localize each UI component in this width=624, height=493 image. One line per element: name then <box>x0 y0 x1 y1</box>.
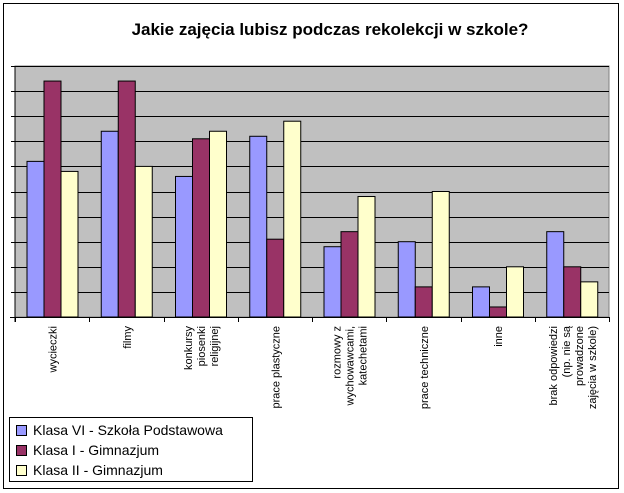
x-tick-label-line: konkursy <box>183 326 195 371</box>
bar-series-2-8 <box>563 266 582 318</box>
x-tick-label-line: piosenki <box>196 326 208 366</box>
legend-label-series-2: Klasa I - Gimnazjum <box>33 442 160 458</box>
x-tick-label-line: prace techniczne <box>419 326 431 409</box>
legend-swatch-series-3 <box>16 464 27 476</box>
bar-series-3-5 <box>357 196 376 318</box>
x-tick-label-line: katechetami <box>358 326 370 385</box>
bar-series-1-3 <box>175 175 193 318</box>
legend-item-series-3: Klasa II - Gimnazjum <box>16 460 163 480</box>
chart-title: Jakie zajęcia lubisz podczas rekolekcji … <box>131 20 529 39</box>
bar-series-1-7 <box>472 286 490 318</box>
bar-series-2-3 <box>192 138 210 318</box>
bar-series-3-8 <box>580 281 599 318</box>
x-tick-label-line: prace plastyczne <box>270 326 282 409</box>
legend-item-series-2: Klasa I - Gimnazjum <box>16 440 159 460</box>
legend: Klasa VI - Szkoła Podstawowa Klasa I - G… <box>9 417 253 482</box>
x-tick-label-2: filmy <box>122 326 134 349</box>
bar-series-2-1 <box>43 80 62 318</box>
legend-label-series-1: Klasa VI - Szkoła Podstawowa <box>33 422 223 438</box>
x-tick-label-line: zajęcia w szkole) <box>587 326 599 409</box>
bar-series-2-2 <box>117 80 136 318</box>
bar-series-2-5 <box>340 231 359 318</box>
x-tick-label-line: wychowawcami, <box>345 326 357 406</box>
bar-series-3-3 <box>209 130 227 318</box>
x-tick-label-8: brak odpowiedzi(np. nie sąprowadzonezaję… <box>548 325 599 409</box>
x-tick-label-4: prace plastyczne <box>270 326 282 409</box>
legend-swatch-series-2 <box>16 444 27 456</box>
bar-series-1-4 <box>249 135 268 318</box>
bar-series-3-4 <box>283 120 302 318</box>
x-tick-label-5: rozmowy zwychowawcami,katechetami <box>332 326 370 406</box>
bar-series-2-4 <box>266 238 285 318</box>
bar-series-1-8 <box>546 231 565 318</box>
x-tick-label-line: (np. nie są <box>561 325 573 377</box>
bar-series-3-6 <box>431 191 450 318</box>
bar-series-2-6 <box>414 286 433 318</box>
x-tick-label-line: filmy <box>122 326 134 349</box>
bar-series-3-2 <box>134 165 153 318</box>
bar-series-3-7 <box>506 266 524 318</box>
bar-series-1-6 <box>397 241 416 318</box>
x-tick-label-line: religijnej <box>209 326 221 366</box>
legend-swatch-series-1 <box>16 424 27 436</box>
x-tick-label-line: inne <box>493 326 505 347</box>
x-tick-label-line: rozmowy z <box>332 326 344 379</box>
x-tick-label-line: brak odpowiedzi <box>548 326 560 406</box>
legend-item-series-1: Klasa VI - Szkoła Podstawowa <box>16 420 223 440</box>
x-tick-label-line: prowadzone <box>574 326 586 386</box>
x-tick-label-3: konkursypiosenkireligijnej <box>183 326 221 371</box>
bar-series-1-5 <box>323 246 342 318</box>
bar-series-2-7 <box>489 306 507 318</box>
bar-series-1-1 <box>26 160 45 318</box>
bar-series-3-1 <box>60 170 79 318</box>
x-tick-label-6: prace techniczne <box>419 326 431 409</box>
x-tick-label-1: wycieczki <box>48 326 60 373</box>
x-tick-label-7: inne <box>493 326 505 347</box>
x-tick-label-line: wycieczki <box>48 326 60 373</box>
bar-series-1-2 <box>100 130 119 318</box>
legend-label-series-3: Klasa II - Gimnazjum <box>33 462 163 478</box>
